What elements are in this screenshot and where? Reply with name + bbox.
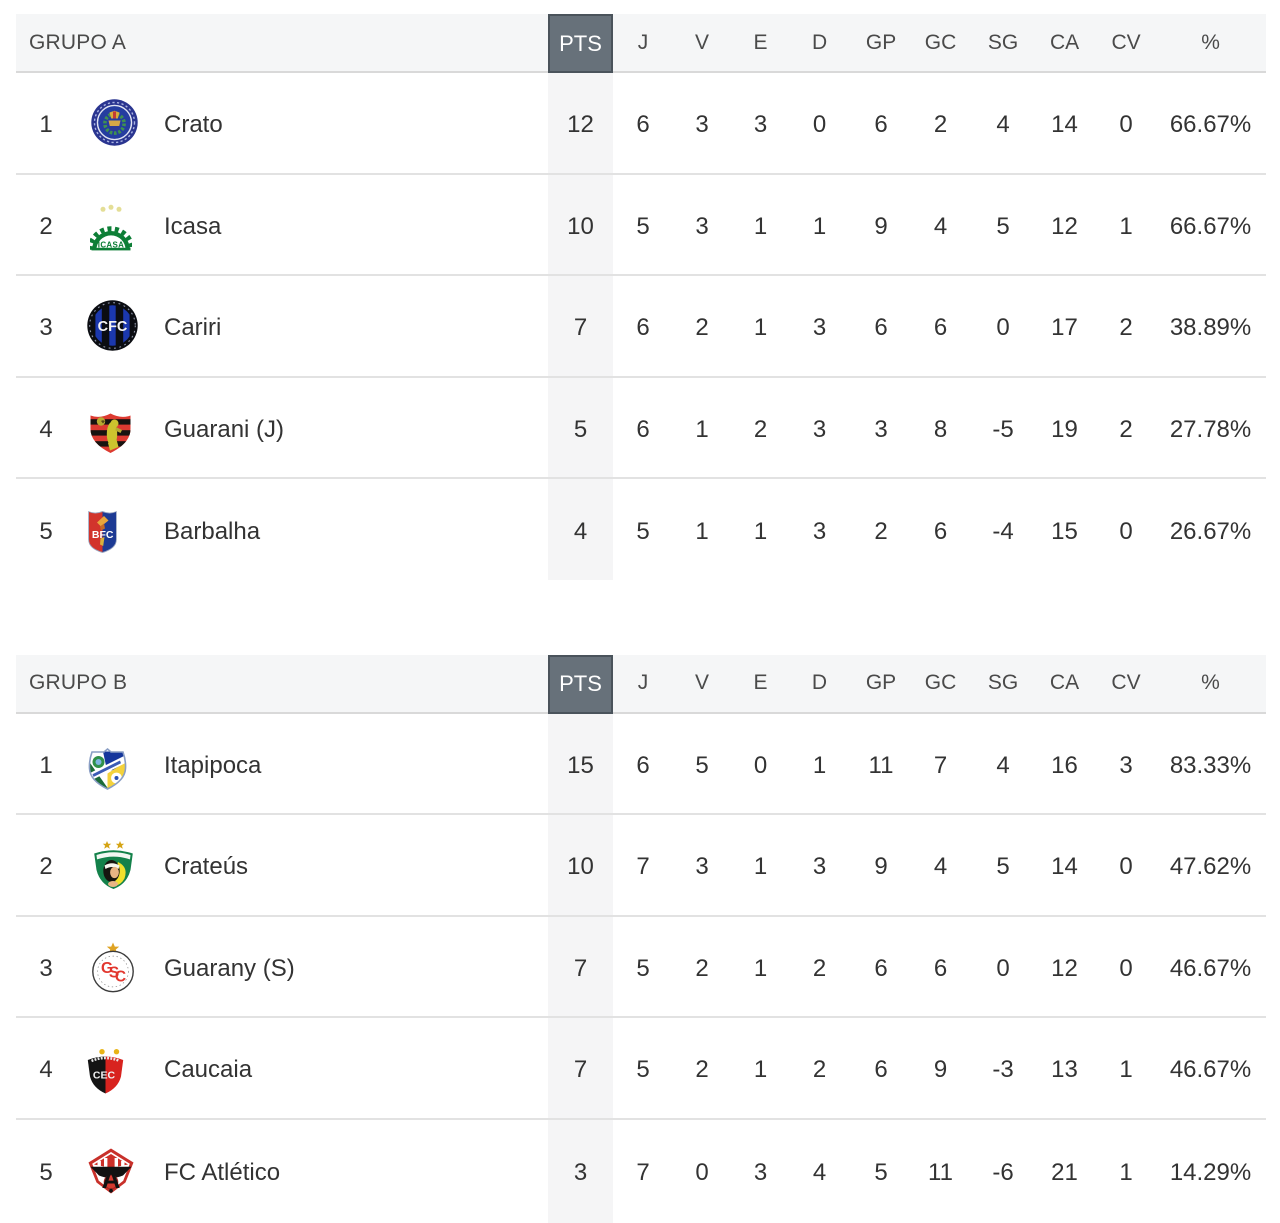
svg-text:C: C [115, 969, 126, 986]
svg-text:A: A [102, 1164, 121, 1194]
svg-text:BFC: BFC [92, 529, 114, 541]
svg-text:CFC: CFC [97, 319, 127, 335]
svg-text:CEC: CEC [93, 1070, 116, 1082]
svg-text:G: G [101, 960, 113, 977]
svg-text:ICASA: ICASA [98, 240, 124, 249]
svg-text:S: S [109, 965, 119, 982]
